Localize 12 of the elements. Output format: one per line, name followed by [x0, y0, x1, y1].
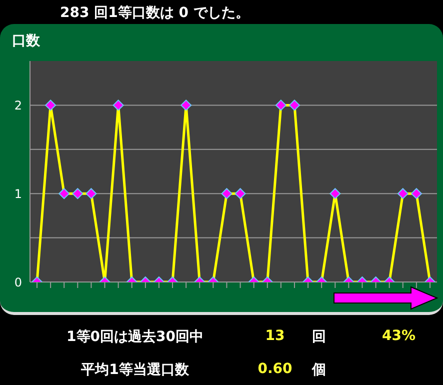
text: 平均1等当選口数 [80, 361, 190, 379]
text: 1等0回は過去30回中 [66, 328, 204, 346]
y-axis-title: 口数 [12, 32, 40, 50]
text: 個 [312, 361, 327, 379]
y-tick-label: 0 [14, 275, 22, 290]
text: 回 [312, 328, 327, 346]
chart-title: 283 回1等口数は 0 でした。 [60, 4, 250, 22]
text: 13 [264, 328, 286, 344]
text: 43% [382, 328, 417, 344]
text: 0.60 [256, 361, 294, 377]
y-tick-label: 1 [14, 186, 22, 201]
y-tick-label: 2 [14, 98, 22, 112]
